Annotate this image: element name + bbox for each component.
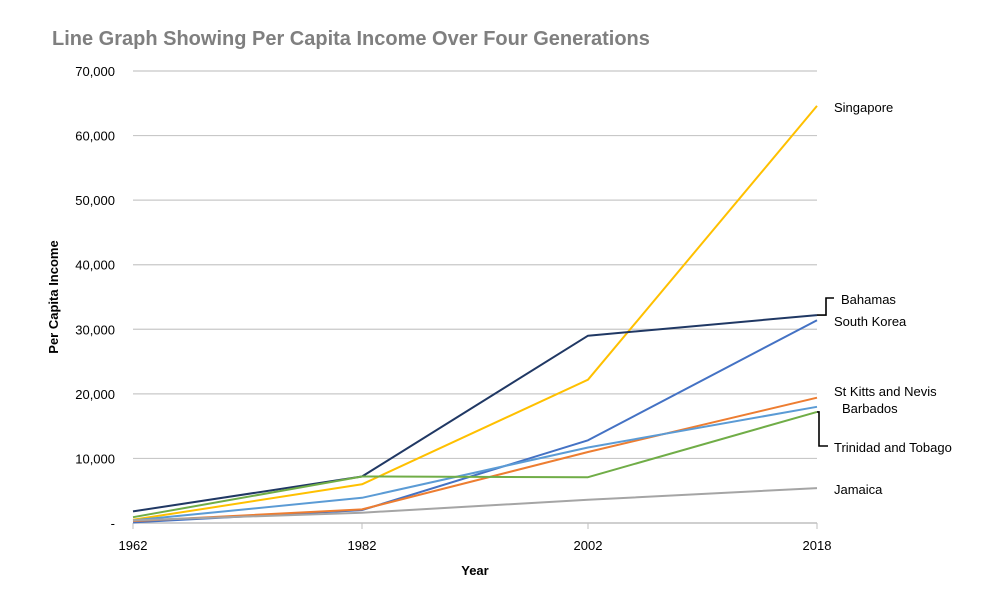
- y-axis-ticks: - 10,000 20,000 30,000 40,000 50,000 60,000 70,…: [75, 64, 115, 531]
- label-leader-line: [817, 297, 834, 316]
- series-line: [132, 405, 818, 522]
- series-label: Singapore: [834, 100, 893, 115]
- chart-title: Line Graph Showing Per Capita Income Ove…: [52, 28, 650, 50]
- series-line: [132, 105, 818, 521]
- x-axis-ticks: 1962 1982 2002 2018: [119, 523, 832, 553]
- series-line: [132, 396, 818, 523]
- series-lines: [132, 105, 818, 524]
- series-label: South Korea: [834, 314, 907, 329]
- series-label: Barbados: [842, 401, 898, 416]
- x-tick-label: 2018: [803, 538, 832, 553]
- series-label: Trinidad and Tobago: [834, 440, 952, 455]
- label-leader-line: [817, 411, 828, 447]
- x-tick-label: 1962: [119, 538, 148, 553]
- y-axis-title: Per Capita Income: [46, 240, 61, 353]
- y-tick-label: -: [111, 516, 115, 531]
- y-tick-label: 20,000: [75, 387, 115, 402]
- series-line: [132, 410, 818, 519]
- x-tick-label: 2002: [574, 538, 603, 553]
- series-line: [132, 314, 818, 513]
- series-label: Bahamas: [841, 292, 896, 307]
- x-tick-label: 1982: [348, 538, 377, 553]
- y-tick-label: 30,000: [75, 322, 115, 337]
- series-label: Jamaica: [834, 482, 883, 497]
- series-labels: Singapore Bahamas South Korea St Kitts and …: [817, 100, 952, 497]
- y-tick-label: 50,000: [75, 193, 115, 208]
- y-tick-label: 40,000: [75, 258, 115, 273]
- series-line: [132, 487, 818, 522]
- y-tick-label: 60,000: [75, 129, 115, 144]
- x-axis-title: Year: [461, 563, 488, 578]
- y-tick-label: 10,000: [75, 451, 115, 466]
- y-tick-label: 70,000: [75, 64, 115, 79]
- gridlines: [133, 70, 817, 524]
- series-label: St Kitts and Nevis: [834, 384, 937, 399]
